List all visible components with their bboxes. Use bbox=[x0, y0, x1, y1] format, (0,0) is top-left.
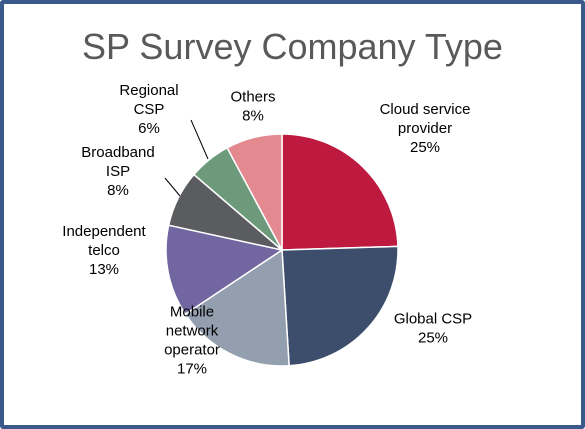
slice-label: Cloud service provider 25% bbox=[380, 101, 471, 156]
pie-slice bbox=[184, 248, 290, 367]
pie-slice bbox=[226, 133, 283, 251]
slice-label: Mobile network operator 17% bbox=[164, 304, 220, 378]
slice-label: Broadband ISP 8% bbox=[81, 144, 154, 199]
pie-slice bbox=[165, 224, 284, 316]
slice-label: Regional CSP 6% bbox=[119, 82, 178, 137]
leader-line bbox=[190, 119, 209, 160]
leader-line bbox=[164, 177, 181, 197]
slice-label: Global CSP 25% bbox=[394, 311, 472, 347]
slice-label: Independent telco 13% bbox=[62, 223, 146, 278]
slice-label: Others 8% bbox=[230, 89, 275, 125]
pie-slice bbox=[281, 133, 399, 251]
chart-title: SP Survey Company Type bbox=[82, 26, 503, 67]
pie-slice bbox=[281, 245, 399, 367]
